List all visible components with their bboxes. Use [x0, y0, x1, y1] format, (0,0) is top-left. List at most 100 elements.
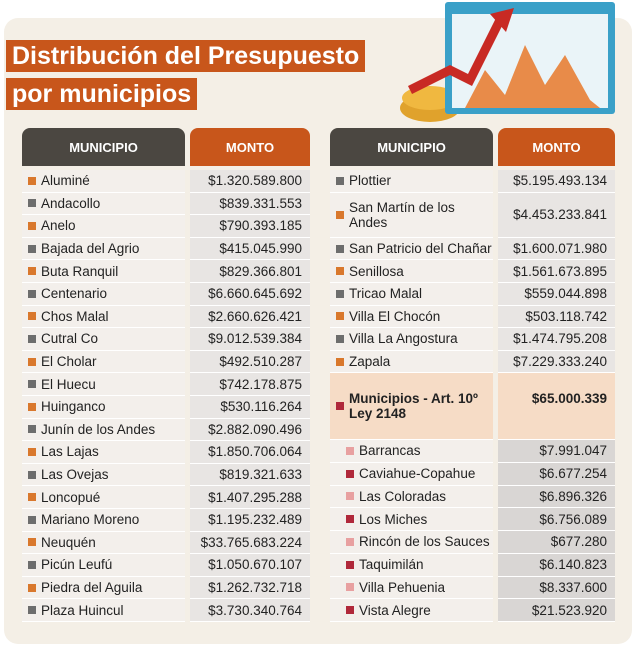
cell-text: $6.660.645.692: [208, 286, 302, 302]
cell-text: Las Coloradas: [359, 488, 447, 504]
cell-text: Junín de los Andes: [41, 421, 156, 437]
monto: $1.561.673.895: [498, 260, 615, 283]
marker: [336, 267, 344, 276]
cell-text: $1.600.071.980: [513, 241, 607, 257]
marker: [28, 606, 36, 615]
monto: $21.523.920: [498, 599, 615, 622]
municipio: Senillosa: [330, 260, 493, 283]
monto: $819.321.633: [190, 463, 310, 487]
marker: [346, 446, 354, 455]
cell-text: Las Ovejas: [41, 467, 109, 483]
cell-text: $2.660.626.421: [208, 308, 302, 324]
monto: $829.366.801: [190, 260, 310, 283]
cell-text: Piedra del Aguila: [41, 580, 143, 596]
header: MUNICIPIO: [330, 128, 493, 166]
cell-text: $6.756.089: [539, 511, 607, 527]
monto: $6.756.089: [498, 508, 615, 531]
marker: [346, 560, 354, 569]
cell-text: $1.320.589.800: [208, 173, 302, 189]
monto: $559.044.898: [498, 283, 615, 306]
marker: [28, 267, 36, 276]
municipio: Mariano Moreno: [22, 509, 185, 532]
cell-text: $65.000.339: [531, 391, 607, 407]
marker: [28, 470, 36, 479]
municipio: Andacollo: [22, 192, 185, 216]
cell-text: Aluminé: [41, 173, 90, 189]
monto: $7.991.047: [498, 440, 615, 463]
cell-text: Zapala: [349, 354, 391, 370]
marker: [28, 560, 36, 569]
monto: $1.600.071.980: [498, 237, 615, 261]
monto: $7.229.333.240: [498, 350, 615, 374]
monto: $415.045.990: [190, 237, 310, 261]
municipio: Picún Leufú: [22, 554, 185, 577]
marker: [346, 515, 354, 524]
cell-text: $415.045.990: [219, 241, 302, 257]
cell-text: San Patricio del Chañar: [349, 241, 492, 257]
cell-text: Vista Alegre: [359, 602, 431, 618]
marker: [336, 334, 344, 343]
cell-text: $790.393.185: [219, 218, 302, 234]
cell-text: Villa El Chocón: [349, 308, 441, 324]
cell-text: Los Miches: [359, 511, 428, 527]
cell-text: Neuquén: [41, 534, 96, 550]
cell-text: $1.195.232.489: [208, 512, 302, 528]
marker: [28, 402, 36, 411]
municipio: Plottier: [330, 170, 493, 193]
monto: $5.195.493.134: [498, 170, 615, 193]
cell-text: $839.331.553: [219, 195, 302, 211]
cell-text: $1.850.706.064: [208, 444, 302, 460]
cell-text: Tricao Malal: [349, 286, 423, 302]
header: MONTO: [498, 128, 615, 166]
monto: $1.320.589.800: [190, 170, 310, 193]
marker: [28, 583, 36, 592]
monto: $6.896.326: [498, 485, 615, 509]
monto: $839.331.553: [190, 192, 310, 216]
marker: [336, 402, 344, 411]
cell-text: Caviahue-Copahue: [359, 466, 476, 482]
municipio: Municipios - Art. 10º Ley 2148: [330, 373, 493, 440]
monto: $1.262.732.718: [190, 576, 310, 600]
marker: [336, 312, 344, 321]
cell-text: $5.195.493.134: [513, 173, 607, 189]
cell-text: $8.337.600: [539, 579, 607, 595]
monto: $1.195.232.489: [190, 509, 310, 532]
cell-text: Cutral Co: [41, 331, 99, 347]
marker: [346, 606, 354, 615]
marker: [28, 312, 36, 321]
cell-text: Barrancas: [359, 443, 421, 459]
municipio: El Huecu: [22, 373, 185, 396]
marker: [28, 244, 36, 253]
cell-text: Chos Malal: [41, 308, 109, 324]
title-line: por municipios: [6, 78, 198, 110]
cell-text: $7.229.333.240: [513, 354, 607, 370]
cell-text: Centenario: [41, 286, 108, 302]
marker: [28, 380, 36, 389]
cell-text: $492.510.287: [219, 354, 302, 370]
cell-text: $4.453.233.841: [513, 207, 607, 223]
cell-text: Loncopué: [41, 489, 101, 505]
municipio: Las Coloradas: [330, 485, 493, 509]
header: MONTO: [190, 128, 310, 166]
marker: [28, 221, 36, 230]
marker: [346, 583, 354, 592]
municipio: Buta Ranquil: [22, 260, 185, 283]
municipio: San Patricio del Chañar: [330, 237, 493, 261]
monto: $677.280: [498, 531, 615, 554]
marker: [28, 515, 36, 524]
monto: $530.116.264: [190, 396, 310, 419]
municipio: Cutral Co: [22, 328, 185, 351]
marker: [336, 357, 344, 366]
marker: [28, 176, 36, 185]
cell-text: $1.407.295.288: [208, 489, 302, 505]
monto: $1.050.670.107: [190, 554, 310, 577]
municipio: Zapala: [330, 350, 493, 374]
marker: [28, 334, 36, 343]
municipio: Villa El Chocón: [330, 305, 493, 329]
marker: [336, 289, 344, 298]
municipio: Loncopué: [22, 486, 185, 509]
marker: [28, 199, 36, 208]
cell-text: $677.280: [550, 534, 607, 550]
cell-text: $503.118.742: [525, 308, 607, 324]
